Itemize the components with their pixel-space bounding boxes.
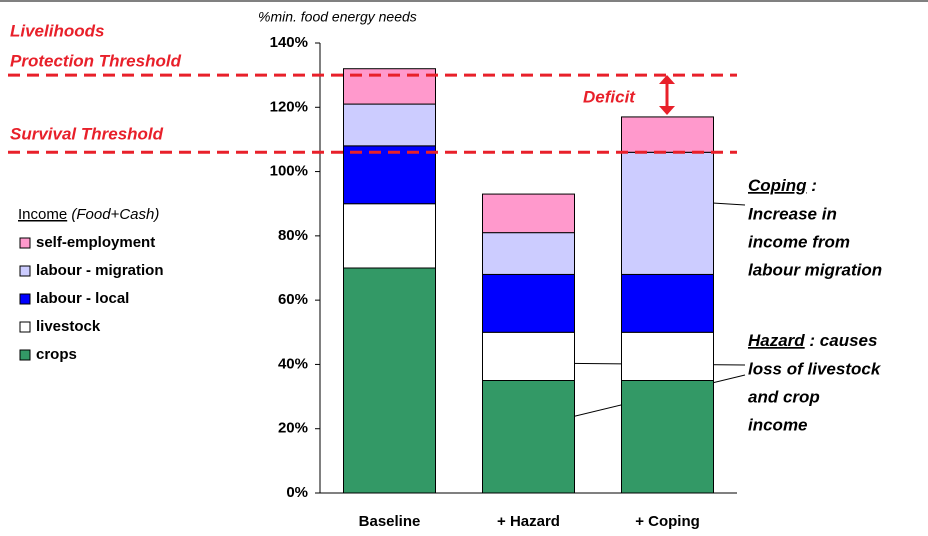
bar-segment: [621, 116, 714, 153]
legend-swatch: [19, 265, 31, 277]
annotation-line: income from: [748, 232, 850, 251]
bar-segment: [343, 267, 436, 494]
threshold-label: Livelihoods: [10, 21, 104, 40]
bar-segment: [482, 380, 575, 494]
bar-segment: [621, 331, 714, 381]
annotation-line: Increase in: [748, 204, 837, 223]
bar-segment: [482, 273, 575, 333]
y-tick-label: 140%: [270, 34, 308, 51]
legend-swatch: [19, 321, 31, 333]
x-tick-label: Baseline: [359, 513, 421, 530]
legend-label: crops: [36, 346, 77, 363]
bar-segment: [482, 331, 575, 381]
annotation-line: income: [748, 415, 808, 434]
y-tick-label: 0%: [286, 484, 308, 501]
annotation-title-end: :: [807, 176, 817, 195]
annotation-title: Coping :: [748, 176, 817, 195]
legend-swatch: [19, 237, 31, 249]
x-tick-label: + Coping: [635, 513, 700, 530]
legend-label: livestock: [36, 318, 101, 335]
legend-swatch: [19, 293, 31, 305]
annotation-line: and crop: [748, 387, 820, 406]
deficit-arrow: [659, 75, 675, 115]
threshold-label: Protection Threshold: [10, 51, 182, 70]
legend-swatch: [19, 349, 31, 361]
y-tick-label: 120%: [270, 98, 308, 115]
threshold-label: Survival Threshold: [10, 124, 164, 143]
annotation-title-word: Coping: [748, 176, 807, 195]
annotation-title-end: : causes: [805, 331, 878, 350]
bar-segment: [482, 232, 575, 275]
deficit-arrow-head: [659, 75, 675, 84]
y-tick-label: 100%: [270, 163, 308, 180]
y-tick-label: 20%: [278, 420, 308, 437]
y-tick-label: 40%: [278, 355, 308, 372]
deficit-label: Deficit: [583, 87, 636, 106]
bar-segment: [621, 273, 714, 333]
bar-segment: [621, 380, 714, 494]
legend-title-rest: (Food+Cash): [67, 206, 159, 223]
bar-segment: [343, 203, 436, 269]
bar-segment: [343, 103, 436, 147]
legend-title: Income (Food+Cash): [18, 206, 159, 223]
annotation-line: labour migration: [748, 260, 882, 279]
annotation-title: Hazard : causes: [748, 331, 877, 350]
bar-segment: [343, 145, 436, 205]
bar-segment: [621, 151, 714, 275]
annotation-title-word: Hazard: [748, 331, 805, 350]
x-tick-label: + Hazard: [497, 513, 560, 530]
bar-segment: [482, 193, 575, 234]
legend-label: self-employment: [36, 234, 155, 251]
deficit-arrow-head: [659, 106, 675, 115]
y-tick-label: 60%: [278, 291, 308, 308]
legend-label: labour - local: [36, 290, 129, 307]
y-tick-label: 80%: [278, 227, 308, 244]
y-axis-title: %min. food energy needs: [258, 9, 417, 25]
annotation-line: loss of livestock: [748, 359, 882, 378]
legend-label: labour - migration: [36, 262, 164, 279]
legend-title-main: Income: [18, 206, 67, 223]
